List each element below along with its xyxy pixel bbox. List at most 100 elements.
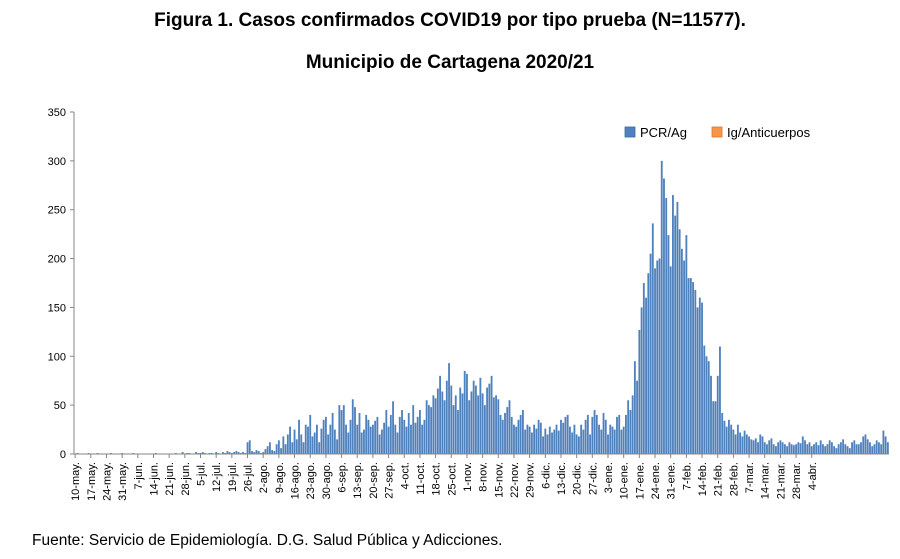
bar	[710, 375, 712, 454]
bar	[228, 452, 231, 454]
bar	[669, 266, 672, 454]
y-tick-label: 0	[60, 449, 66, 461]
bar	[665, 197, 668, 455]
bar	[775, 446, 777, 454]
bar	[269, 442, 271, 454]
bar	[658, 258, 661, 454]
bar	[734, 434, 737, 454]
bar	[864, 434, 867, 454]
x-tick-label: 14-feb.	[697, 462, 709, 496]
bar	[349, 419, 352, 454]
bar	[369, 426, 372, 454]
bar	[298, 419, 300, 454]
x-tick-label: 20-sep.	[368, 462, 380, 499]
x-tick-label: 22-nov.	[509, 462, 521, 498]
bar	[412, 405, 415, 454]
bar	[551, 432, 553, 454]
y-tick-label: 250	[48, 205, 66, 217]
x-tick-label: 18-oct.	[431, 462, 443, 496]
bar	[768, 440, 771, 454]
x-tick-label: 27-sep.	[384, 462, 396, 499]
bar	[851, 442, 853, 454]
x-tick-label: 12-jul.	[211, 462, 223, 492]
bar	[676, 201, 679, 454]
bar	[573, 424, 576, 454]
bar	[483, 405, 486, 454]
x-tick-label: 10-may.	[70, 462, 82, 501]
bar	[566, 414, 569, 454]
x-tick-label: 28-jun.	[180, 462, 192, 496]
x-tick-label: 21-jun.	[164, 462, 176, 496]
bar	[535, 428, 538, 454]
bar	[745, 434, 748, 454]
bar	[781, 442, 784, 454]
bar	[416, 416, 419, 454]
bar	[712, 401, 715, 454]
bar	[869, 442, 871, 454]
bar	[853, 440, 856, 454]
bar	[322, 419, 325, 454]
bar	[862, 436, 865, 454]
bar	[763, 442, 766, 454]
bar	[181, 452, 184, 454]
bar	[716, 375, 719, 454]
bar	[772, 444, 775, 454]
bar	[790, 444, 793, 454]
x-tick-label: 1-nov.	[462, 462, 474, 492]
bar	[750, 439, 753, 454]
bar	[441, 391, 444, 454]
x-tick-label: 8-nov.	[478, 462, 490, 492]
bar	[392, 401, 394, 454]
bar	[522, 410, 524, 454]
x-tick-label: 9-ago.	[274, 462, 286, 493]
bar	[248, 440, 251, 454]
legend-swatch	[624, 126, 636, 138]
bar	[602, 412, 605, 454]
bar	[295, 439, 298, 454]
x-tick-label: 2-ago.	[258, 462, 270, 493]
bar	[560, 419, 562, 454]
bar	[752, 440, 755, 454]
bar	[345, 424, 347, 454]
bar	[600, 429, 603, 454]
x-tick-label: 17-ene.	[634, 462, 646, 499]
bar	[255, 450, 258, 454]
bar	[640, 307, 643, 454]
bar	[376, 416, 379, 454]
bar	[293, 429, 296, 454]
legend-label: PCR/Ag	[640, 125, 687, 140]
bar	[815, 442, 818, 454]
bar	[761, 436, 764, 454]
bar	[454, 395, 457, 454]
bar	[378, 434, 381, 454]
bar	[692, 282, 695, 454]
y-tick-label: 150	[48, 302, 66, 314]
bar	[766, 444, 768, 454]
bar	[443, 400, 446, 454]
bar	[340, 410, 343, 454]
bar	[419, 410, 421, 454]
bar	[506, 407, 509, 454]
bar	[537, 419, 540, 454]
bar	[645, 297, 647, 454]
bar	[826, 444, 829, 454]
bar	[613, 429, 616, 454]
bar	[672, 195, 674, 454]
bar	[582, 429, 585, 454]
bar	[806, 444, 809, 454]
bar	[472, 380, 475, 454]
x-tick-label: 28-feb.	[728, 462, 740, 496]
bar	[351, 399, 354, 454]
bar	[313, 432, 316, 454]
bar	[450, 385, 453, 454]
bar	[667, 235, 670, 454]
bar	[857, 444, 860, 454]
bar	[513, 424, 515, 454]
x-tick-label: 13-dic.	[556, 462, 568, 495]
bar	[403, 419, 406, 454]
bar	[528, 426, 531, 454]
bar	[237, 452, 240, 454]
bar	[414, 422, 417, 454]
bar	[499, 414, 502, 454]
bar	[486, 387, 489, 454]
